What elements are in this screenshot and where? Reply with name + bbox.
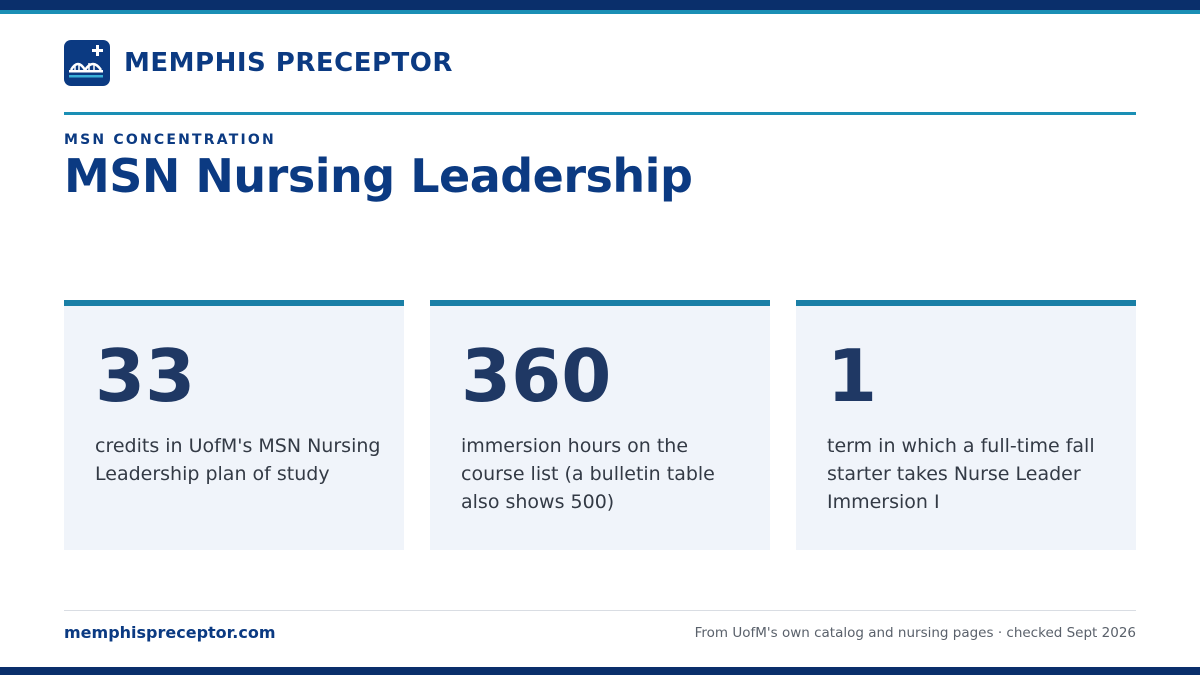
top-accent-band <box>0 10 1200 14</box>
stat-value: 1 <box>827 334 878 418</box>
stat-card-immersion-hours: 360 immersion hours on the course list (… <box>430 300 770 550</box>
stat-description: term in which a full-time fall starter t… <box>827 435 1095 513</box>
stat-description: credits in UofM's MSN Nursing Leadership… <box>95 435 381 485</box>
source-note: From UofM's own catalog and nursing page… <box>694 625 1136 641</box>
stat-card-credits: 33 credits in UofM's MSN Nursing Leaders… <box>64 300 404 550</box>
stat-card-terms: 1 term in which a full-time fall starter… <box>796 300 1136 550</box>
brand-name[interactable]: MEMPHIS PRECEPTOR <box>124 48 453 78</box>
stat-description: immersion hours on the course list (a bu… <box>461 435 715 513</box>
stat-value: 33 <box>95 334 196 418</box>
site-header: MEMPHIS PRECEPTOR <box>64 40 453 86</box>
stat-value: 360 <box>461 334 612 418</box>
footer-divider <box>64 610 1136 611</box>
bridge-cross-icon[interactable] <box>64 40 110 86</box>
page-eyebrow: MSN CONCENTRATION <box>64 132 276 148</box>
page-title: MSN Nursing Leadership <box>64 149 693 203</box>
bottom-band <box>0 667 1200 675</box>
top-band <box>0 0 1200 10</box>
header-divider <box>64 112 1136 115</box>
site-url-link[interactable]: memphispreceptor.com <box>64 623 276 642</box>
